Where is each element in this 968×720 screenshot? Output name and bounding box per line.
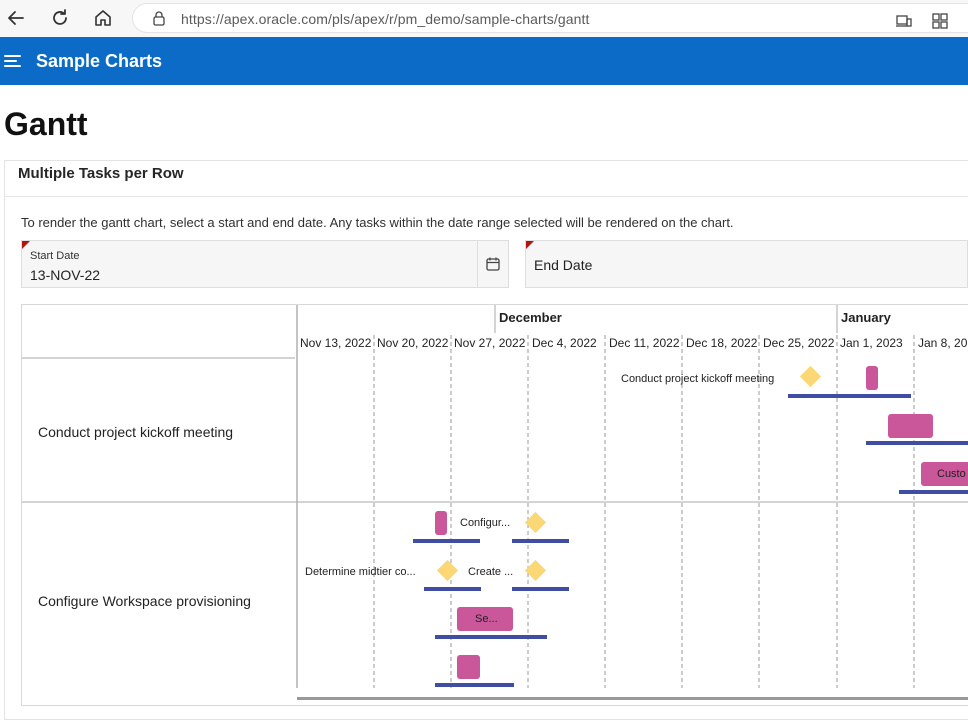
- gantt-chart: December January Nov 13, 2022 Nov 20, 20…: [21, 304, 968, 706]
- baseline-bar: [424, 587, 481, 591]
- task-bar[interactable]: [921, 462, 968, 486]
- baseline-bar: [899, 490, 968, 494]
- back-icon[interactable]: [4, 6, 28, 30]
- app-header: Sample Charts: [0, 37, 968, 85]
- task-bar[interactable]: [457, 655, 480, 679]
- baseline-bar: [512, 587, 569, 591]
- minor-label: Dec 25, 2022: [763, 336, 835, 350]
- app-title[interactable]: Sample Charts: [36, 51, 163, 71]
- task-label: Determine midtier co...: [305, 566, 416, 578]
- end-date-label: End Date: [534, 257, 593, 273]
- baseline-bar: [435, 635, 547, 639]
- start-date-field[interactable]: Start Date 13-NOV-22: [21, 240, 478, 288]
- task-label: Conduct project kickoff meeting: [621, 373, 775, 385]
- menu-icon[interactable]: [4, 53, 22, 69]
- minor-label: Dec 18, 2022: [686, 336, 758, 350]
- region-title: Multiple Tasks per Row: [18, 165, 184, 182]
- calendar-icon: [486, 257, 500, 271]
- url-text: https://apex.oracle.com/pls/apex/r/pm_de…: [181, 11, 590, 27]
- task-label: Configur...: [460, 517, 511, 529]
- refresh-icon[interactable]: [48, 6, 72, 30]
- task-bar[interactable]: [866, 366, 878, 390]
- minor-label: Nov 20, 2022: [377, 336, 449, 350]
- task-bar-label: Custo: [937, 468, 966, 480]
- minor-label: Nov 27, 2022: [454, 336, 526, 350]
- minor-label: Nov 13, 2022: [300, 336, 372, 350]
- minor-label: Jan 8, 2023: [918, 336, 968, 350]
- required-indicator: [22, 241, 30, 249]
- region-header: Multiple Tasks per Row: [5, 161, 968, 197]
- task-bar[interactable]: [888, 414, 933, 438]
- scrollbar[interactable]: [297, 697, 968, 700]
- start-date-value[interactable]: 13-NOV-22: [30, 267, 101, 283]
- minor-label: Jan 1, 2023: [840, 336, 903, 350]
- major-label-december: December: [499, 310, 562, 325]
- required-indicator: [526, 241, 534, 249]
- browser-toolbar: https://apex.oracle.com/pls/apex/r/pm_de…: [0, 0, 968, 38]
- major-label-january: January: [841, 310, 891, 325]
- task-label: Create ...: [468, 566, 514, 578]
- baseline-bar: [435, 683, 514, 687]
- row-label-workspace: Configure Workspace provisioning: [38, 593, 251, 609]
- row-label-kickoff: Conduct project kickoff meeting: [38, 424, 234, 440]
- apps-icon[interactable]: [931, 12, 949, 30]
- minor-label: Dec 11, 2022: [609, 336, 680, 350]
- page-title: Gantt: [4, 106, 88, 142]
- task-bar[interactable]: [457, 607, 513, 631]
- baseline-bar: [413, 539, 480, 543]
- baseline-bar: [866, 441, 968, 445]
- gantt-grid: [22, 305, 968, 700]
- device-icon[interactable]: [895, 12, 913, 30]
- minor-label: Dec 4, 2022: [532, 336, 597, 350]
- home-icon[interactable]: [91, 6, 115, 30]
- address-bar[interactable]: https://apex.oracle.com/pls/apex/r/pm_de…: [132, 3, 968, 33]
- task-bar-label: Se...: [475, 613, 498, 625]
- task-bar[interactable]: [435, 511, 447, 535]
- baseline-bar: [512, 539, 569, 543]
- lock-icon: [153, 11, 165, 26]
- instructions-text: To render the gantt chart, select a star…: [21, 215, 734, 230]
- calendar-button[interactable]: [477, 240, 509, 288]
- end-date-field[interactable]: End Date: [525, 240, 968, 288]
- start-date-label: Start Date: [30, 250, 80, 262]
- baseline-bar: [788, 394, 911, 398]
